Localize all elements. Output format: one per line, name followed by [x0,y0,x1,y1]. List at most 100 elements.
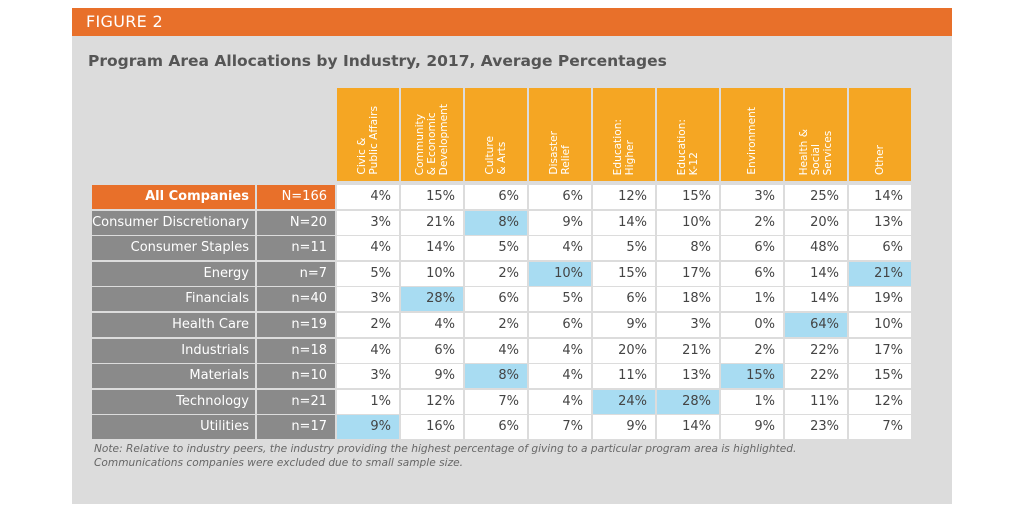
value-cell: 6% [721,261,783,286]
industry-label: Financials [92,287,255,312]
value-cell: 1% [721,287,783,312]
value-cell: 5% [337,261,399,286]
table-row: Energy n=7 5% 10% 2% 10% 15% 17% 6% 14% 21% [92,261,913,286]
value-cell: 1% [721,389,783,414]
table-row: Financials n=40 3% 28% 6% 5% 6% 18% 1% 14% 19% [92,287,913,312]
industry-label: Consumer Staples [92,236,255,261]
value-cell: 4% [337,338,399,363]
sample-size: n=10 [257,364,335,389]
value-cell: 6% [849,236,911,261]
highlighted-value-cell: 28% [657,389,719,414]
figure-panel: FIGURE 2 Program Area Allocations by Ind… [72,8,952,504]
value-cell: 0% [721,313,783,337]
value-cell: 9% [721,415,783,440]
value-cell: 48% [785,236,847,261]
value-cell: 10% [849,313,911,337]
value-cell: 6% [465,415,527,440]
value-cell: 17% [657,261,719,286]
highlighted-value-cell: 28% [401,287,463,312]
value-cell: 6% [529,313,591,337]
value-cell: 4% [401,313,463,337]
column-header-label: Environment [746,107,758,175]
value-cell: 14% [785,287,847,312]
highlighted-value-cell: 8% [465,364,527,389]
column-header-label: Education: Higher [612,118,636,175]
value-cell: 11% [785,389,847,414]
value-cell: 6% [401,338,463,363]
value-cell: 21% [657,338,719,363]
column-header-label: Community & Economic Development [414,103,450,175]
column-header-label: Other [874,144,886,175]
table-row: Health Care n=19 2% 4% 2% 6% 9% 3% 0% 64% 10% [92,313,913,337]
sample-size: n=40 [257,287,335,312]
value-cell: 22% [785,364,847,389]
column-header: Culture & Arts [465,88,527,181]
table-row: All Companies N=166 4% 15% 6% 6% 12% 15% 3% 25% 14… [92,185,913,209]
value-cell: 9% [529,210,591,235]
sample-size: N=20 [257,210,335,235]
chart-title: Program Area Allocations by Industry, 20… [88,52,667,70]
table-row: Industrials n=18 4% 6% 4% 4% 20% 21% 2% 22% 17% [92,338,913,363]
column-header: Disaster Relief [529,88,591,181]
column-header-label: Civic & Public Affairs [356,106,380,175]
table-row: Utilities n=17 9% 16% 6% 7% 9% 14% 9% 23% 7% [92,415,913,440]
column-header: Education: K-12 [657,88,719,181]
value-cell: 21% [401,210,463,235]
sample-size: n=11 [257,236,335,261]
value-cell: 3% [337,364,399,389]
note-line-2: Communications companies were excluded d… [94,457,464,469]
table-row: Technology n=21 1% 12% 7% 4% 24% 28% 1% 11% 12% [92,389,913,414]
table-row: Materials n=10 3% 9% 8% 4% 11% 13% 15% 22% 15% [92,364,913,389]
sample-size: N=166 [257,185,335,209]
column-header: Health & Social Services [785,88,847,181]
value-cell: 15% [657,185,719,209]
value-cell: 3% [721,185,783,209]
value-cell: 4% [529,364,591,389]
value-cell: 12% [849,389,911,414]
value-cell: 5% [465,236,527,261]
value-cell: 16% [401,415,463,440]
value-cell: 11% [593,364,655,389]
highlighted-value-cell: 24% [593,389,655,414]
value-cell: 2% [465,313,527,337]
value-cell: 6% [721,236,783,261]
value-cell: 6% [593,287,655,312]
value-cell: 14% [785,261,847,286]
note-line-1: Note: Relative to industry peers, the in… [94,443,797,455]
value-cell: 2% [721,338,783,363]
figure-label: FIGURE 2 [72,8,952,36]
value-cell: 13% [849,210,911,235]
table-note: Note: Relative to industry peers, the in… [94,442,934,470]
value-cell: 7% [529,415,591,440]
highlighted-value-cell: 10% [529,261,591,286]
value-cell: 6% [465,287,527,312]
value-cell: 18% [657,287,719,312]
sample-size: n=17 [257,415,335,440]
industry-label: Industrials [92,338,255,363]
value-cell: 23% [785,415,847,440]
highlighted-value-cell: 64% [785,313,847,337]
column-header: Environment [721,88,783,181]
highlighted-value-cell: 9% [337,415,399,440]
value-cell: 4% [529,236,591,261]
column-header-label: Health & Social Services [798,128,834,175]
value-cell: 2% [721,210,783,235]
value-cell: 14% [593,210,655,235]
value-cell: 15% [593,261,655,286]
value-cell: 4% [337,185,399,209]
value-cell: 17% [849,338,911,363]
value-cell: 6% [529,185,591,209]
column-header: Community & Economic Development [401,88,463,181]
value-cell: 4% [529,389,591,414]
value-cell: 14% [657,415,719,440]
value-cell: 8% [657,236,719,261]
value-cell: 9% [593,415,655,440]
sample-size: n=7 [257,261,335,286]
value-cell: 10% [401,261,463,286]
column-header-label: Culture & Arts [484,136,508,175]
table-row: Consumer Discretionary N=20 3% 21% 8% 9% 14% 10… [92,210,913,235]
sample-size: n=19 [257,313,335,337]
industry-label: Materials [92,364,255,389]
value-cell: 4% [465,338,527,363]
column-header: Civic & Public Affairs [337,88,399,181]
